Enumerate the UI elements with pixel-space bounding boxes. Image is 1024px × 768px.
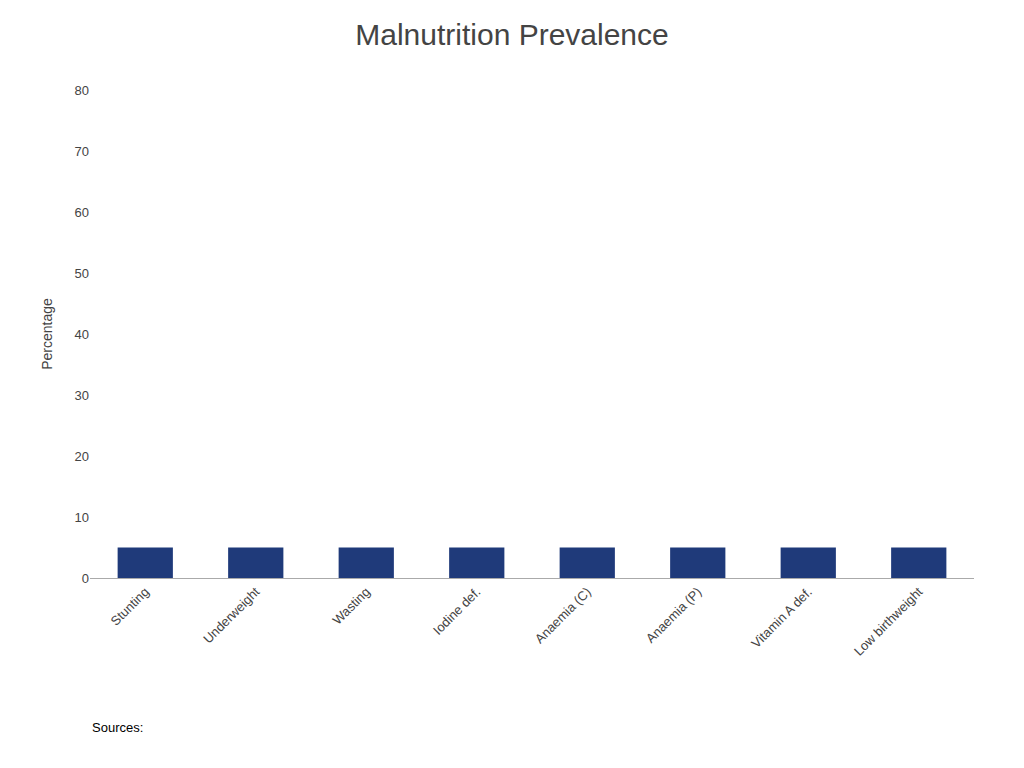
svg-text:Anaemia (C): Anaemia (C) xyxy=(532,584,594,646)
svg-text:10: 10 xyxy=(75,510,89,525)
svg-text:50: 50 xyxy=(75,266,89,281)
svg-text:Anaemia (P): Anaemia (P) xyxy=(643,584,705,646)
svg-text:40: 40 xyxy=(75,327,89,342)
svg-text:80: 80 xyxy=(75,83,89,98)
svg-text:Stunting: Stunting xyxy=(108,584,152,628)
svg-text:20: 20 xyxy=(75,449,89,464)
svg-text:Percentage: Percentage xyxy=(39,298,55,370)
svg-text:Underweight: Underweight xyxy=(200,584,262,646)
svg-text:Wasting: Wasting xyxy=(329,584,372,627)
svg-text:Low birthweight: Low birthweight xyxy=(851,584,926,659)
svg-text:Vitamin A def.: Vitamin A def. xyxy=(748,584,815,651)
svg-text:70: 70 xyxy=(75,144,89,159)
svg-text:Malnutrition Prevalence: Malnutrition Prevalence xyxy=(355,18,669,51)
svg-text:Iodine def.: Iodine def. xyxy=(430,584,484,638)
svg-text:Sources:: Sources: xyxy=(92,720,143,735)
svg-text:0: 0 xyxy=(82,571,89,586)
svg-text:60: 60 xyxy=(75,205,89,220)
svg-text:30: 30 xyxy=(75,388,89,403)
